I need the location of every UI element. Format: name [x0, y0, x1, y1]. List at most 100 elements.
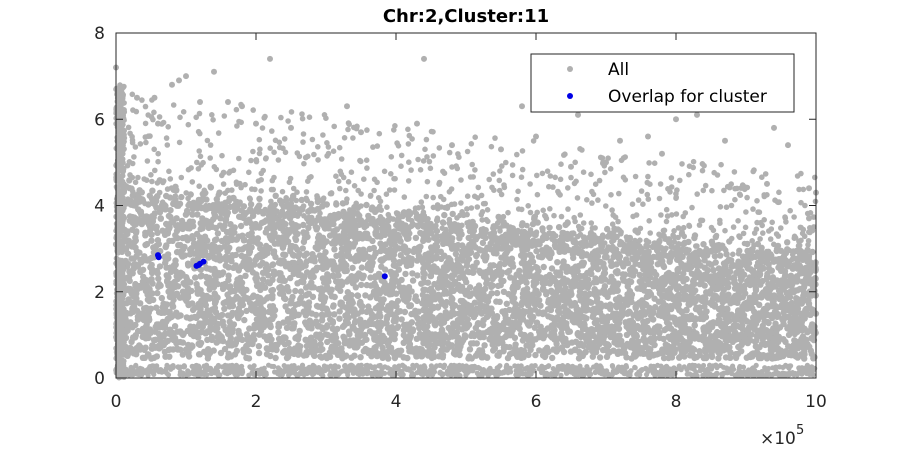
- data-point-all: [596, 354, 604, 361]
- data-point-all: [318, 264, 325, 271]
- data-point-all: [323, 201, 330, 208]
- data-point-all: [302, 262, 309, 269]
- data-point-all: [208, 333, 216, 341]
- data-point-all: [666, 256, 674, 263]
- data-point-all: [518, 301, 525, 309]
- data-point-all: [572, 266, 579, 274]
- data-point-all: [595, 303, 602, 310]
- data-point-all: [333, 339, 340, 347]
- data-point-all: [210, 317, 218, 324]
- data-point-all: [144, 257, 151, 264]
- data-point-all: [259, 276, 267, 283]
- data-point-all: [782, 283, 789, 290]
- data-point-all: [413, 353, 420, 360]
- data-point-all: [440, 319, 448, 326]
- data-point-all: [698, 335, 705, 342]
- data-point-all: [663, 273, 670, 280]
- data-point-all: [628, 317, 635, 324]
- data-point-all: [619, 275, 627, 282]
- data-point-all: [482, 285, 489, 292]
- data-point-all: [222, 299, 229, 306]
- data-point-all: [470, 269, 477, 276]
- data-point-all: [437, 312, 444, 319]
- data-point-all: [127, 319, 134, 326]
- data-point-all: [791, 330, 798, 338]
- data-point-all: [541, 353, 549, 361]
- data-point-all: [479, 321, 487, 329]
- data-point-all: [540, 348, 548, 355]
- data-point-all: [236, 311, 243, 319]
- data-point-all: [296, 327, 303, 335]
- data-point-all: [626, 279, 633, 286]
- data-point-all: [280, 251, 287, 258]
- data-point-all: [330, 303, 337, 310]
- data-point-all: [318, 334, 325, 341]
- data-point-all: [183, 314, 190, 321]
- data-point-all: [510, 275, 518, 282]
- data-point-all: [313, 226, 320, 233]
- data-point-all: [300, 221, 307, 229]
- data-point-all: [806, 343, 813, 350]
- data-point-all: [511, 282, 519, 289]
- data-point-all: [163, 318, 170, 325]
- data-point-all: [627, 271, 634, 278]
- data-point-all: [583, 315, 590, 322]
- data-point-all: [519, 353, 526, 360]
- data-point-all: [324, 331, 331, 339]
- data-point-all: [170, 261, 178, 269]
- data-point-all: [403, 232, 410, 240]
- data-point-all: [444, 280, 451, 288]
- data-point-all: [261, 218, 268, 226]
- data-point-all: [654, 323, 661, 330]
- data-point-all: [235, 305, 243, 312]
- data-point-all: [598, 248, 605, 255]
- data-point-all: [155, 330, 163, 338]
- data-point-all: [195, 340, 202, 348]
- data-point-all: [161, 348, 169, 356]
- data-point-all: [791, 337, 798, 344]
- data-point-all: [217, 349, 225, 357]
- data-point-all: [692, 297, 699, 305]
- data-point-all: [166, 237, 173, 245]
- data-point-all: [691, 354, 698, 362]
- data-point-all: [349, 264, 356, 272]
- data-point-all: [703, 308, 710, 315]
- data-point-all: [438, 326, 446, 333]
- data-point-all: [783, 262, 790, 269]
- data-point-all: [406, 340, 414, 348]
- data-point-all: [579, 262, 586, 269]
- data-point-all: [324, 338, 331, 346]
- data-point-all: [641, 320, 648, 327]
- data-point-all: [602, 346, 610, 353]
- data-point-all: [780, 309, 787, 316]
- data-point-all: [140, 273, 147, 280]
- data-point-all: [155, 324, 163, 331]
- data-point-all: [663, 348, 670, 356]
- data-point-all: [363, 281, 370, 289]
- data-point-all: [206, 286, 213, 293]
- data-point-all: [265, 272, 272, 279]
- data-point-all: [512, 313, 520, 321]
- data-point-all: [322, 249, 329, 256]
- data-point-all: [752, 285, 760, 292]
- data-point-all: [541, 247, 548, 254]
- data-point-all: [782, 338, 789, 346]
- data-point-all: [180, 280, 187, 287]
- data-point-all: [213, 256, 220, 263]
- data-point-all: [415, 308, 422, 315]
- data-point-all: [285, 319, 293, 326]
- data-point-all: [333, 226, 341, 233]
- data-point-all: [419, 231, 426, 238]
- data-point-all: [522, 263, 529, 270]
- data-point-all: [154, 229, 161, 236]
- data-point-all: [587, 340, 595, 347]
- data-point-all: [148, 237, 155, 244]
- data-point-all: [384, 340, 392, 348]
- data-point-all: [354, 292, 361, 299]
- data-point-all: [473, 252, 480, 260]
- data-point-all: [189, 306, 197, 314]
- data-point-all: [535, 253, 543, 260]
- data-point-all: [731, 277, 738, 284]
- data-point-all: [183, 289, 191, 296]
- data-point-all: [440, 269, 447, 277]
